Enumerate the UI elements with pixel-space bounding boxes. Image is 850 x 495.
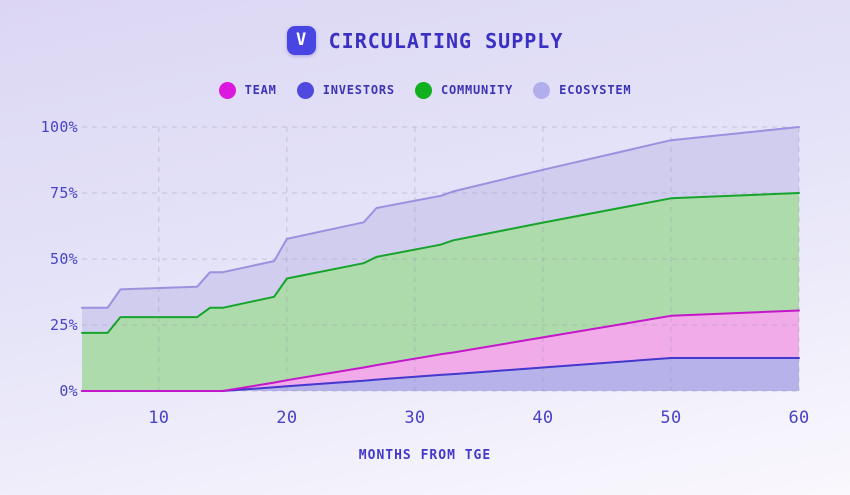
y-tick-label-25: 25% (50, 316, 78, 334)
x-tick-label-20: 20 (276, 408, 298, 428)
legend-label-team: TEAM (244, 83, 277, 97)
chart-legend: TEAM INVESTORS COMMUNITY ECOSYSTEM (0, 81, 850, 99)
team-color-dot-icon (218, 81, 236, 99)
line-community (81, 192, 800, 334)
area-ecosystem (82, 127, 799, 333)
legend-label-investors: INVESTORS (322, 83, 395, 97)
brand-letter-icon: V (296, 30, 307, 50)
ecosystem-color-dot-icon (533, 81, 551, 99)
y-tick-label-50: 50% (50, 250, 78, 268)
x-tick-label-40: 40 (532, 408, 554, 428)
brand-badge: V (286, 26, 316, 55)
legend-item-investors: INVESTORS (296, 81, 395, 99)
legend-item-team: TEAM (218, 81, 277, 99)
x-tick-label-30: 30 (404, 408, 426, 428)
y-tick-label-100: 100% (40, 118, 78, 136)
chart-header: V CIRCULATING SUPPLY (0, 26, 850, 55)
legend-label-community: COMMUNITY (440, 83, 514, 97)
line-ecosystem (81, 126, 800, 309)
area-team (82, 310, 799, 391)
legend-label-ecosystem: ECOSYSTEM (559, 83, 632, 97)
investors-color-dot-icon (296, 81, 314, 99)
page-title: CIRCULATING SUPPLY (328, 28, 564, 53)
x-tick-label-60: 60 (788, 408, 810, 428)
y-tick-label-0: 0% (59, 382, 78, 400)
y-tick-label-75: 75% (50, 184, 78, 202)
legend-item-community: COMMUNITY (414, 81, 514, 99)
legend-item-ecosystem: ECOSYSTEM (533, 81, 632, 99)
community-color-dot-icon (414, 81, 432, 99)
area-community (82, 193, 799, 391)
area-investors (82, 358, 799, 391)
x-tick-label-50: 50 (660, 408, 682, 428)
line-team (81, 309, 800, 392)
x-tick-label-10: 10 (148, 408, 170, 428)
x-axis-title: MONTHS FROM TGE (358, 448, 492, 463)
